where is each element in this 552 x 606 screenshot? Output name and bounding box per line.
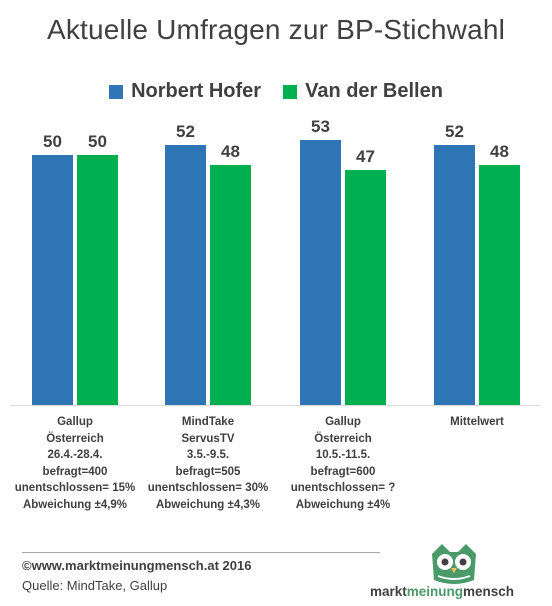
bar-hofer-3: [434, 145, 475, 405]
bar-hofer-0: [32, 155, 73, 405]
owl-logo-icon: [432, 544, 476, 584]
bar-vdb-1: [210, 165, 251, 405]
data-label-vdb-2: 47: [356, 147, 375, 166]
category-label-line: MindTake: [181, 416, 235, 428]
brand-logo: marktmeinungmensch: [370, 540, 545, 604]
bar-vdb-2: [345, 170, 386, 405]
category-label-2: Gallup Österreich 10.5.-11.5. befragt=600 un…: [273, 414, 413, 513]
legend-label-hofer: Norbert Hofer: [131, 80, 262, 102]
category-label-1: MindTake ServusTV 3.5.-9.5. befragt=505 unen…: [138, 414, 278, 513]
category-label-line: 3.5.-9.5.: [186, 449, 230, 461]
category-label-line: Gallup: [325, 416, 361, 428]
category-label-line: 10.5.-11.5.: [315, 449, 371, 461]
category-label-line: befragt=400: [42, 465, 108, 478]
bar-hofer-2: [300, 140, 341, 405]
category-label-line: 26.4.-28.4.: [47, 449, 103, 461]
category-label-line: Österreich: [314, 432, 372, 445]
bar-vdb-3: [479, 165, 520, 405]
legend-swatch-hofer: [109, 84, 124, 99]
bar-hofer-1: [165, 145, 206, 405]
category-label-line: befragt=600: [310, 465, 376, 478]
data-label-hofer-1: 52: [176, 122, 195, 141]
category-label-line: Gallup: [57, 416, 93, 428]
category-label-line: Österreich: [46, 432, 104, 445]
category-label-0: Gallup Österreich 26.4.-28.4. befragt=400 un…: [5, 414, 145, 513]
category-label-line: unentschlossen= ?: [290, 482, 396, 494]
category-label-line: Abweichung ±4,9%: [22, 498, 128, 511]
logo-wordmark: marktmeinungmensch: [370, 584, 515, 599]
category-label-line: Abweichung ±4%: [295, 498, 391, 511]
legend-label-vdb: Van der Bellen: [305, 80, 443, 102]
data-label-hofer-2: 53: [311, 117, 330, 136]
data-label-vdb-1: 48: [221, 142, 240, 161]
footer-divider: [22, 552, 380, 553]
data-label-vdb-0: 50: [88, 132, 107, 151]
category-label-line: unentschlossen= 30%: [147, 482, 269, 494]
legend-item-hofer: Norbert Hofer: [109, 80, 261, 103]
category-label-line: ServusTV: [181, 432, 235, 445]
copyright-text: ©www.marktmeinungmensch.at 2016: [22, 558, 252, 573]
category-label-line: Abweichung ±4,3%: [155, 498, 261, 511]
category-label-line: befragt=505: [175, 465, 241, 478]
source-text: Quelle: MindTake, Gallup: [22, 578, 168, 593]
legend: Norbert Hofer Van der Bellen: [0, 80, 552, 103]
chart-title: Aktuelle Umfragen zur BP-Stichwahl: [46, 14, 506, 45]
category-label-3: Mittelwert: [407, 414, 547, 431]
legend-swatch-vdb: [283, 84, 298, 99]
category-label-line: Mittelwert: [450, 416, 504, 428]
bar-chart: 50 52 53 52 50 48 47 48: [10, 117, 540, 406]
category-label-line: unentschlossen= 15%: [14, 482, 136, 494]
data-label-hofer-0: 50: [43, 132, 62, 151]
legend-item-vdb: Van der Bellen: [283, 80, 443, 103]
bar-vdb-0: [77, 155, 118, 405]
data-label-hofer-3: 52: [445, 122, 464, 141]
data-label-vdb-3: 48: [490, 142, 509, 161]
